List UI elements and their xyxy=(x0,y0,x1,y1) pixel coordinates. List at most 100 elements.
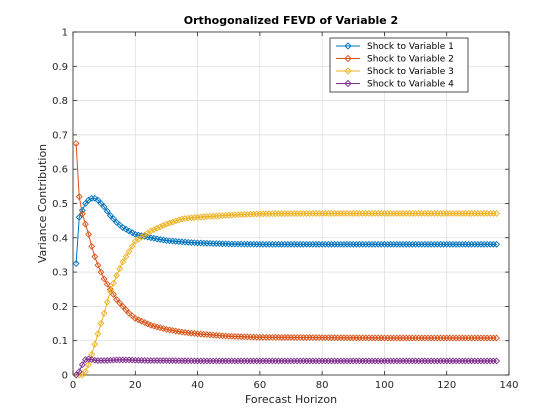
x-tick-label: 100 xyxy=(375,380,394,391)
data-point xyxy=(150,226,158,234)
x-tick-label: 20 xyxy=(129,380,142,391)
data-point xyxy=(197,213,205,221)
data-point xyxy=(116,265,124,273)
data-point xyxy=(212,212,220,220)
data-point xyxy=(100,357,108,365)
y-tick-label: 0.9 xyxy=(52,62,68,73)
data-point xyxy=(134,316,142,324)
data-point xyxy=(493,357,500,365)
y-tick-label: 0.3 xyxy=(52,268,68,279)
data-point xyxy=(172,217,180,225)
data-point xyxy=(100,203,108,211)
data-point xyxy=(228,211,236,219)
data-point xyxy=(106,356,114,364)
data-point xyxy=(91,340,99,348)
data-point xyxy=(253,210,261,218)
axis-ticks: 0 20 40 60 80 100 120 140 0 0.1 0.2 0.3 0.4 0.5 0.6 0.7… xyxy=(52,28,518,392)
data-point xyxy=(125,248,133,255)
y-tick-label: 0.5 xyxy=(52,199,68,210)
data-point xyxy=(72,260,80,267)
data-point xyxy=(181,215,189,223)
series-line xyxy=(75,358,497,376)
data-point xyxy=(237,211,245,219)
data-point xyxy=(119,224,127,231)
data-point xyxy=(110,215,117,223)
data-point xyxy=(225,211,233,219)
x-tick-label: 60 xyxy=(253,380,266,391)
data-point xyxy=(125,227,133,235)
data-point xyxy=(243,210,251,218)
data-point xyxy=(97,320,105,327)
legend-label: Shock to Variable 4 xyxy=(367,80,454,90)
data-point xyxy=(138,317,145,325)
data-point xyxy=(97,200,105,207)
legend-label: Shock to Variable 3 xyxy=(367,67,454,77)
data-point xyxy=(82,368,89,376)
y-tick-label: 0.6 xyxy=(52,165,68,176)
data-point xyxy=(78,210,86,218)
data-point xyxy=(234,211,242,219)
data-point xyxy=(122,253,130,261)
series-layer xyxy=(72,140,500,379)
data-point xyxy=(209,212,217,220)
data-point xyxy=(156,223,164,231)
data-point xyxy=(72,140,80,147)
data-point xyxy=(72,371,80,379)
data-point xyxy=(82,356,89,364)
x-tick-label: 120 xyxy=(437,380,456,391)
data-point xyxy=(166,219,173,227)
data-point xyxy=(191,214,198,221)
data-point xyxy=(94,261,102,269)
data-point xyxy=(94,330,102,338)
data-point xyxy=(131,314,139,322)
data-point xyxy=(85,196,93,204)
data-point xyxy=(119,302,127,310)
data-point xyxy=(493,240,500,248)
legend-marker xyxy=(344,79,352,88)
data-point xyxy=(194,213,202,221)
data-point xyxy=(113,296,121,303)
data-point xyxy=(110,279,117,287)
data-point xyxy=(91,253,99,261)
data-point xyxy=(116,299,124,307)
data-point xyxy=(106,212,114,219)
legend-item: Shock to Variable 2 xyxy=(336,55,454,65)
data-point xyxy=(231,211,239,219)
data-point xyxy=(159,222,167,229)
data-point xyxy=(78,361,86,369)
data-point xyxy=(222,211,230,219)
data-point xyxy=(250,210,258,218)
series-4 xyxy=(72,355,500,379)
data-point xyxy=(82,220,89,228)
data-point xyxy=(103,356,111,364)
data-point xyxy=(187,214,195,222)
data-point xyxy=(122,225,130,233)
data-point xyxy=(91,194,99,202)
data-point xyxy=(122,306,130,314)
data-point xyxy=(219,212,226,220)
y-tick-label: 0 xyxy=(62,371,68,382)
data-point xyxy=(128,242,136,250)
x-tick-label: 140 xyxy=(499,380,518,391)
data-point xyxy=(106,287,114,295)
series-3 xyxy=(72,210,500,379)
data-point xyxy=(78,371,86,379)
x-tick-label: 0 xyxy=(70,380,76,391)
data-point xyxy=(110,356,117,364)
data-point xyxy=(94,196,102,204)
legend-item: Shock to Variable 1 xyxy=(336,42,454,52)
data-point xyxy=(169,218,177,226)
data-point xyxy=(147,227,155,235)
chart-title: Orthogonalized FEVD of Variable 2 xyxy=(184,14,398,27)
data-point xyxy=(85,361,93,369)
data-point xyxy=(75,213,83,221)
legend-marker xyxy=(344,67,352,75)
data-point xyxy=(97,268,105,276)
data-point xyxy=(119,258,127,266)
data-point xyxy=(144,320,152,328)
legend-label: Shock to Variable 1 xyxy=(367,42,454,52)
legend: Shock to Variable 1 Shock to Variable 2 Sh… xyxy=(329,37,469,93)
data-point xyxy=(215,212,223,220)
y-tick-label: 0.4 xyxy=(52,233,68,244)
y-tick-label: 0.1 xyxy=(52,336,68,347)
